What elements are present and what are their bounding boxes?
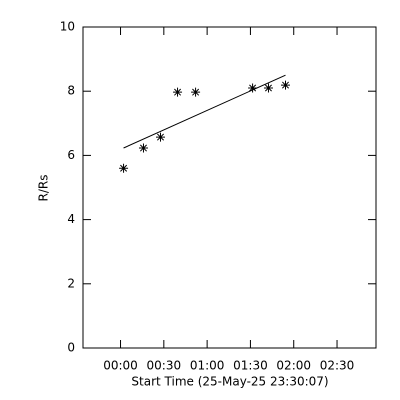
data-point xyxy=(156,132,166,142)
x-tick-label: 02:30 xyxy=(320,359,355,373)
x-tick-label: 00:30 xyxy=(147,359,182,373)
fit-line xyxy=(123,74,286,149)
data-point xyxy=(119,163,129,173)
y-axis-label: R/Rs xyxy=(37,175,51,202)
data-point xyxy=(138,143,148,153)
x-tick-label: 00:00 xyxy=(103,359,138,373)
data-point xyxy=(173,87,183,97)
data-point xyxy=(263,83,273,93)
y-tick-label: 2 xyxy=(67,276,75,290)
x-tick-label: 01:30 xyxy=(233,359,268,373)
plot-frame xyxy=(82,26,377,349)
y-tick-label: 8 xyxy=(67,84,75,98)
x-tick-label: 02:00 xyxy=(276,359,311,373)
y-tick-label: 6 xyxy=(67,148,75,162)
y-tick-label: 0 xyxy=(67,341,75,355)
y-tick-label: 4 xyxy=(67,212,75,226)
data-point xyxy=(248,83,258,93)
data-point xyxy=(191,87,201,97)
x-tick-label: 01:00 xyxy=(190,359,225,373)
data-point xyxy=(281,80,291,90)
x-axis-label: Start Time (25-May-25 23:30:07) xyxy=(131,375,328,389)
y-tick-label: 10 xyxy=(60,20,75,34)
